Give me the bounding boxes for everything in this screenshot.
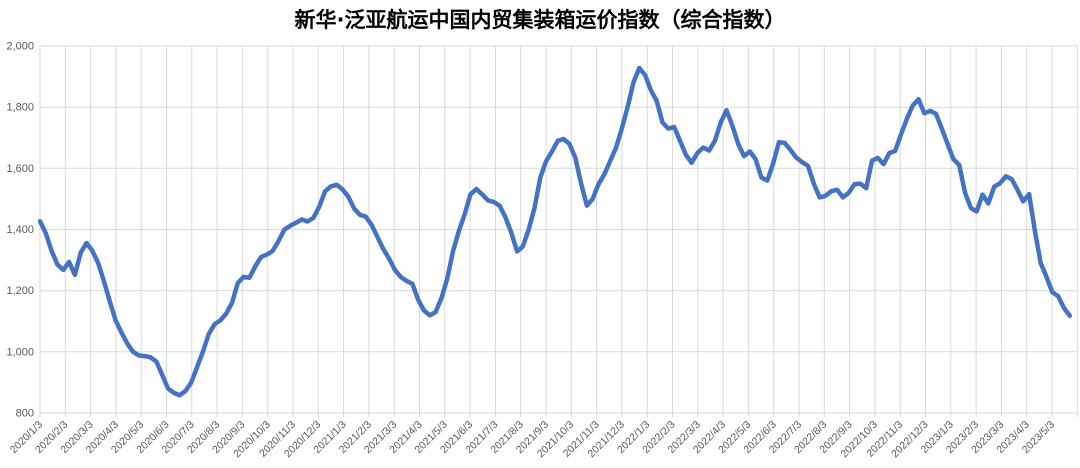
series-group [37, 65, 1073, 398]
y-axis-labels-group: 2,000 1,800 1,600 1,400 1,200 1,000 800 [6, 41, 34, 420]
y-axis-tick-label: 1,200 [6, 285, 34, 297]
freight-index-line [37, 65, 1073, 398]
y-axis-tick-label: 1,400 [6, 224, 34, 236]
gridlines-group [39, 45, 1078, 417]
chart-title: 新华·泛亚航运中国内贸集装箱运价指数（综合指数） [295, 8, 786, 32]
x-axis-labels-group: 2020/1/32020/2/32020/3/32020/4/32020/5/3… [8, 419, 1057, 461]
y-axis-tick-label: 2,000 [6, 41, 34, 53]
y-axis-tick-label: 800 [16, 408, 34, 420]
y-axis-tick-label: 1,600 [6, 163, 34, 175]
y-axis-tick-label: 1,000 [6, 346, 34, 358]
y-axis-tick-label: 1,800 [6, 102, 34, 114]
